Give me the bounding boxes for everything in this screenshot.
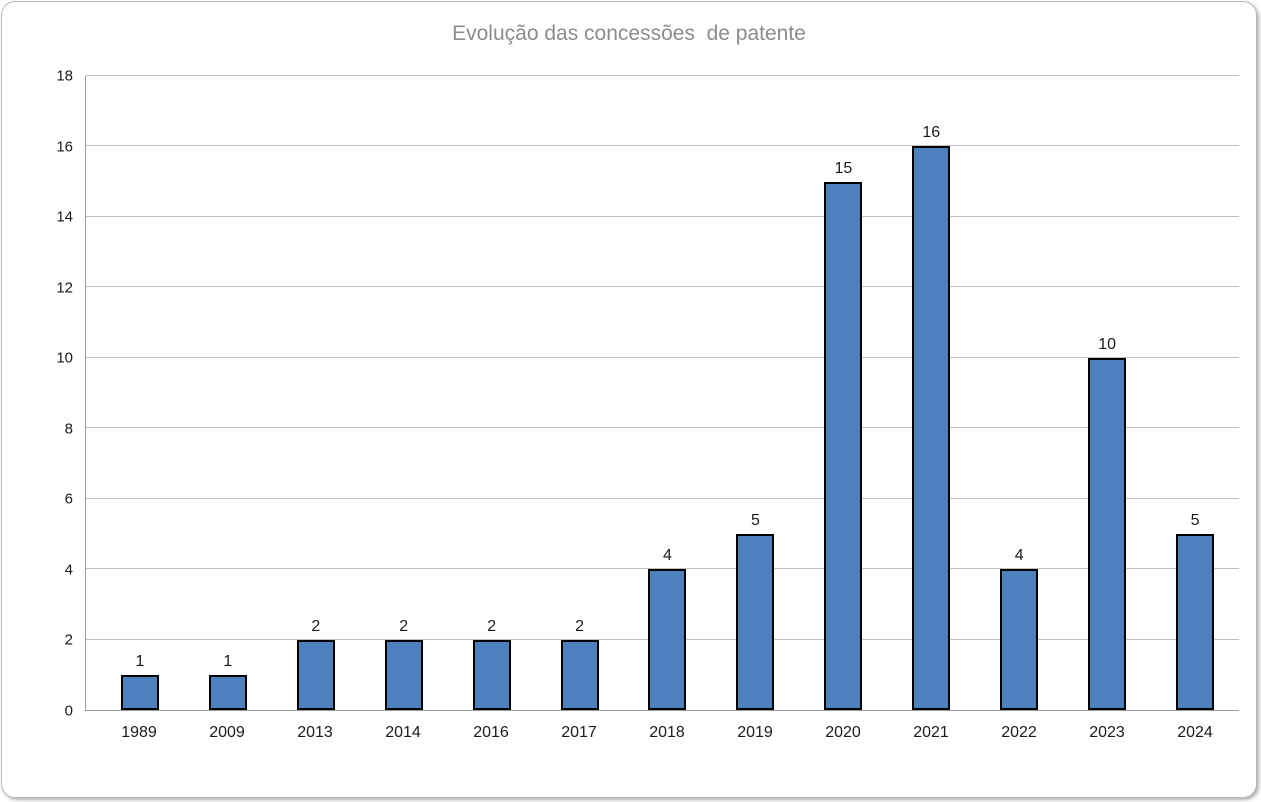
gridline — [86, 286, 1239, 288]
bar-column: 16 — [887, 76, 975, 710]
bar-value-label: 16 — [922, 124, 941, 142]
bar-column: 5 — [1151, 76, 1239, 710]
bar-column: 2 — [272, 76, 360, 710]
bar[interactable] — [472, 639, 511, 710]
x-tick-label: 2024 — [1177, 724, 1213, 741]
bar-value-label: 2 — [487, 617, 497, 635]
x-tick-label: 2013 — [297, 724, 333, 741]
bar-column: 1 — [184, 76, 272, 710]
y-axis-labels: 0 2 4 6 8 10 12 14 16 18 — [2, 69, 73, 719]
x-tick-label: 2018 — [649, 724, 685, 741]
bar-value-label: 1 — [135, 652, 145, 670]
bar-value-label: 4 — [663, 547, 672, 565]
bar-column: 2 — [536, 76, 624, 710]
bar[interactable] — [120, 674, 159, 710]
chart-title: Evolução das concessões de patente — [452, 22, 806, 45]
y-tick-label: 14 — [56, 208, 73, 226]
bar-column: 5 — [711, 76, 799, 710]
y-tick-label: 6 — [64, 490, 73, 508]
bar-value-label: 4 — [1014, 547, 1024, 565]
bar[interactable] — [1088, 357, 1127, 710]
x-tick-label: 2023 — [1089, 724, 1125, 741]
x-tick-label: 1989 — [121, 724, 157, 741]
gridline — [86, 568, 1239, 570]
bars-container: 1 1 2 2 2 2 4 5 15 16 4 10 5 — [96, 76, 1239, 710]
gridline — [86, 356, 1239, 358]
bar-value-label: 10 — [1098, 335, 1116, 353]
x-tick-label: 2019 — [737, 724, 773, 741]
y-tick-label: 8 — [64, 420, 73, 438]
bar[interactable] — [824, 181, 863, 710]
bar-column: 4 — [975, 76, 1063, 710]
y-tick-label: 18 — [56, 67, 73, 85]
gridline — [86, 145, 1239, 147]
x-tick-label: 2017 — [561, 724, 597, 741]
bar-column: 15 — [799, 76, 887, 710]
bar-value-label: 2 — [311, 617, 321, 635]
x-tick-label: 2014 — [385, 724, 421, 741]
plot-area: 1 1 2 2 2 2 4 5 15 16 4 10 5 — [85, 75, 1239, 711]
gridline — [86, 497, 1239, 499]
x-tick-label: 2016 — [473, 724, 509, 741]
gridline — [86, 215, 1239, 217]
bar-value-label: 2 — [399, 617, 409, 635]
bar-value-label: 5 — [1190, 511, 1200, 529]
bar-column: 4 — [624, 76, 712, 710]
y-tick-label: 0 — [64, 702, 73, 720]
x-tick-label: 2020 — [825, 724, 861, 741]
y-tick-label: 2 — [64, 631, 73, 649]
y-tick-label: 4 — [64, 561, 73, 579]
bar[interactable] — [384, 639, 423, 710]
bar[interactable] — [648, 569, 687, 710]
bar-value-label: 1 — [223, 652, 233, 670]
bar-column: 2 — [448, 76, 536, 710]
bar[interactable] — [296, 639, 335, 710]
bar[interactable] — [208, 674, 247, 710]
bar-column: 1 — [96, 76, 184, 710]
bar-value-label: 5 — [750, 511, 760, 529]
y-tick-label: 12 — [56, 279, 73, 297]
gridline — [86, 427, 1239, 429]
bar[interactable] — [912, 146, 951, 710]
x-tick-label: 2021 — [913, 724, 949, 741]
y-tick-label: 16 — [56, 138, 73, 156]
bar-column: 10 — [1063, 76, 1151, 710]
bar-value-label: 2 — [575, 617, 585, 635]
x-tick-label: 2009 — [209, 724, 245, 741]
gridline — [86, 75, 1239, 76]
bar[interactable] — [560, 639, 599, 710]
y-tick-label: 10 — [56, 349, 73, 367]
bar-value-label: 15 — [834, 159, 853, 177]
bar[interactable] — [1000, 569, 1039, 710]
bar-column: 2 — [360, 76, 448, 710]
bar[interactable] — [1176, 533, 1215, 710]
x-tick-label: 2022 — [1001, 724, 1037, 741]
x-axis-labels: 1989 2009 2013 2014 2016 2017 2018 2019 2020 2021… — [95, 724, 1239, 742]
bar[interactable] — [736, 533, 775, 710]
